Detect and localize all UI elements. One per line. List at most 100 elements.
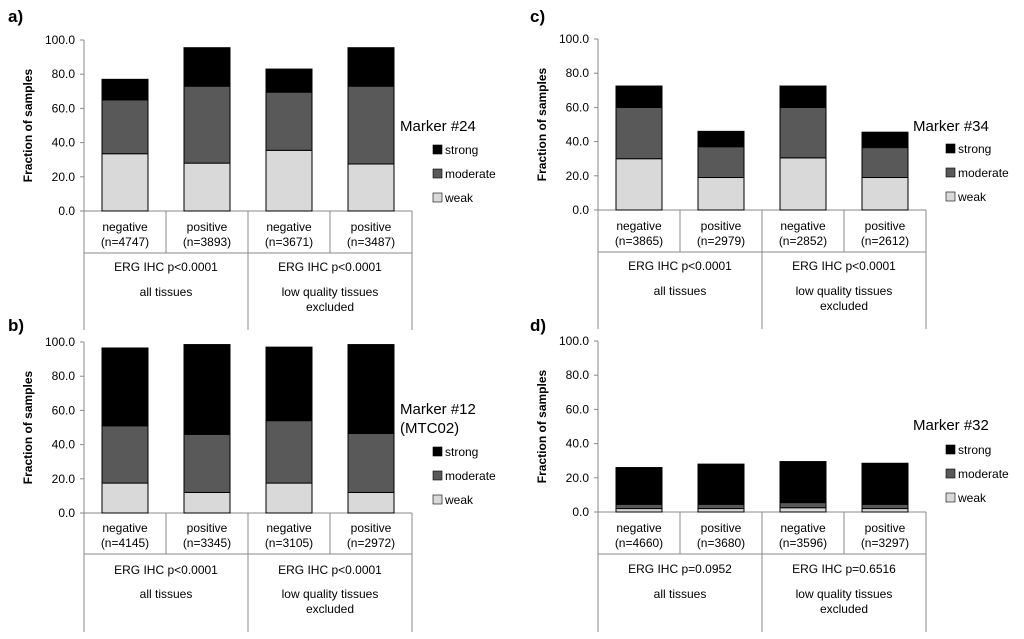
legend-label: moderate xyxy=(445,469,496,483)
y-axis-title: Fraction of samples xyxy=(21,371,35,485)
bar-weak-4 xyxy=(347,163,395,212)
bar-weak-2 xyxy=(697,508,745,513)
marker-title: (MTC02) xyxy=(400,420,459,437)
y-tick-label: 60.0 xyxy=(52,101,76,115)
category-count: (n=3297) xyxy=(861,536,909,550)
bar-moderate-4 xyxy=(861,503,909,510)
category-count: (n=3671) xyxy=(265,235,313,249)
group-stat: ERG IHC p=0.6516 xyxy=(792,562,896,576)
legend-swatch-strong xyxy=(432,144,443,155)
bar-weak-1 xyxy=(101,482,149,514)
panel-label: c) xyxy=(530,7,545,26)
chart-panel-4: d) Fraction of samples 0.0 20.0 40.0 60.0 80.0… xyxy=(530,316,1009,632)
bar-moderate-2 xyxy=(183,85,231,164)
marker-title: Marker #32 xyxy=(913,417,989,434)
bar-moderate-4 xyxy=(861,147,909,179)
category-label: positive xyxy=(865,521,906,535)
bar-strong-2 xyxy=(697,130,745,148)
group-stat: ERG IHC p<0.0001 xyxy=(114,563,218,577)
group-label: low quality tissues xyxy=(796,284,893,298)
bar-weak-3 xyxy=(265,149,313,212)
bar-weak-3 xyxy=(779,507,827,513)
y-tick-label: 60.0 xyxy=(566,100,590,114)
y-tick-label: 100.0 xyxy=(559,334,589,348)
bar-weak-2 xyxy=(183,162,231,212)
y-tick-label: 80.0 xyxy=(566,66,590,80)
category-label: negative xyxy=(102,521,148,535)
y-tick-label: 0.0 xyxy=(58,506,75,520)
legend-label: strong xyxy=(958,443,991,457)
legend-swatch-weak xyxy=(432,494,443,505)
bar-strong-2 xyxy=(183,47,231,87)
legend-swatch-strong xyxy=(432,446,443,457)
y-tick-label: 100.0 xyxy=(45,33,75,47)
bar-weak-1 xyxy=(615,508,663,513)
y-tick-label: 100.0 xyxy=(45,335,75,349)
legend-swatch-moderate xyxy=(945,468,956,479)
group-label: excluded xyxy=(306,602,354,616)
bar-strong-3 xyxy=(779,85,827,108)
bar-strong-2 xyxy=(697,463,745,505)
category-label: negative xyxy=(780,521,826,535)
legend-label: weak xyxy=(444,493,474,507)
legend-label: moderate xyxy=(445,167,496,181)
bar-moderate-3 xyxy=(265,420,313,484)
bar-weak-2 xyxy=(697,177,745,211)
category-label: positive xyxy=(351,220,392,234)
category-label: positive xyxy=(187,220,228,234)
category-count: (n=3487) xyxy=(347,235,395,249)
panel-label: a) xyxy=(8,7,23,26)
y-tick-label: 0.0 xyxy=(58,204,75,218)
legend-swatch-weak xyxy=(945,191,956,202)
category-count: (n=3680) xyxy=(697,536,745,550)
legend-label: weak xyxy=(957,491,987,505)
legend-swatch-moderate xyxy=(432,168,443,179)
group-stat: ERG IHC p<0.0001 xyxy=(628,259,732,273)
bar-strong-1 xyxy=(101,347,149,427)
group-label: low quality tissues xyxy=(796,587,893,601)
y-axis-title: Fraction of samples xyxy=(21,69,35,183)
category-count: (n=3865) xyxy=(615,234,663,248)
y-tick-label: 20.0 xyxy=(52,472,76,486)
y-tick-label: 40.0 xyxy=(566,437,590,451)
category-label: negative xyxy=(780,219,826,233)
bar-strong-4 xyxy=(347,344,395,434)
category-label: positive xyxy=(351,521,392,535)
y-tick-label: 0.0 xyxy=(572,505,589,519)
category-count: (n=2852) xyxy=(779,234,827,248)
bar-strong-4 xyxy=(347,47,395,87)
y-tick-label: 40.0 xyxy=(52,438,76,452)
bar-weak-3 xyxy=(779,157,827,211)
category-count: (n=4145) xyxy=(101,536,149,550)
bar-strong-1 xyxy=(615,85,663,108)
y-tick-label: 60.0 xyxy=(52,403,76,417)
y-tick-label: 80.0 xyxy=(566,368,590,382)
legend-label: strong xyxy=(445,445,478,459)
bar-moderate-3 xyxy=(779,106,827,159)
bar-weak-4 xyxy=(861,177,909,211)
group-stat: ERG IHC p<0.0001 xyxy=(278,563,382,577)
panel-label: d) xyxy=(530,316,546,335)
y-tick-label: 20.0 xyxy=(566,471,590,485)
y-tick-label: 40.0 xyxy=(566,135,590,149)
category-count: (n=3105) xyxy=(265,536,313,550)
bar-moderate-3 xyxy=(265,91,313,151)
group-stat: ERG IHC p<0.0001 xyxy=(792,259,896,273)
category-label: positive xyxy=(701,219,742,233)
bar-weak-2 xyxy=(183,491,231,514)
bar-strong-4 xyxy=(861,462,909,505)
bar-strong-3 xyxy=(265,346,313,422)
category-count: (n=3893) xyxy=(183,235,231,249)
group-label: excluded xyxy=(820,602,868,616)
bar-moderate-2 xyxy=(183,433,231,493)
bar-moderate-1 xyxy=(101,425,149,484)
group-label: excluded xyxy=(306,300,354,314)
category-label: negative xyxy=(616,521,662,535)
marker-title: Marker #12 xyxy=(400,401,476,418)
bar-moderate-2 xyxy=(697,146,745,179)
marker-title: Marker #24 xyxy=(400,118,476,135)
panel-label: b) xyxy=(8,316,24,335)
bar-moderate-1 xyxy=(101,99,149,155)
bar-weak-4 xyxy=(347,491,395,514)
